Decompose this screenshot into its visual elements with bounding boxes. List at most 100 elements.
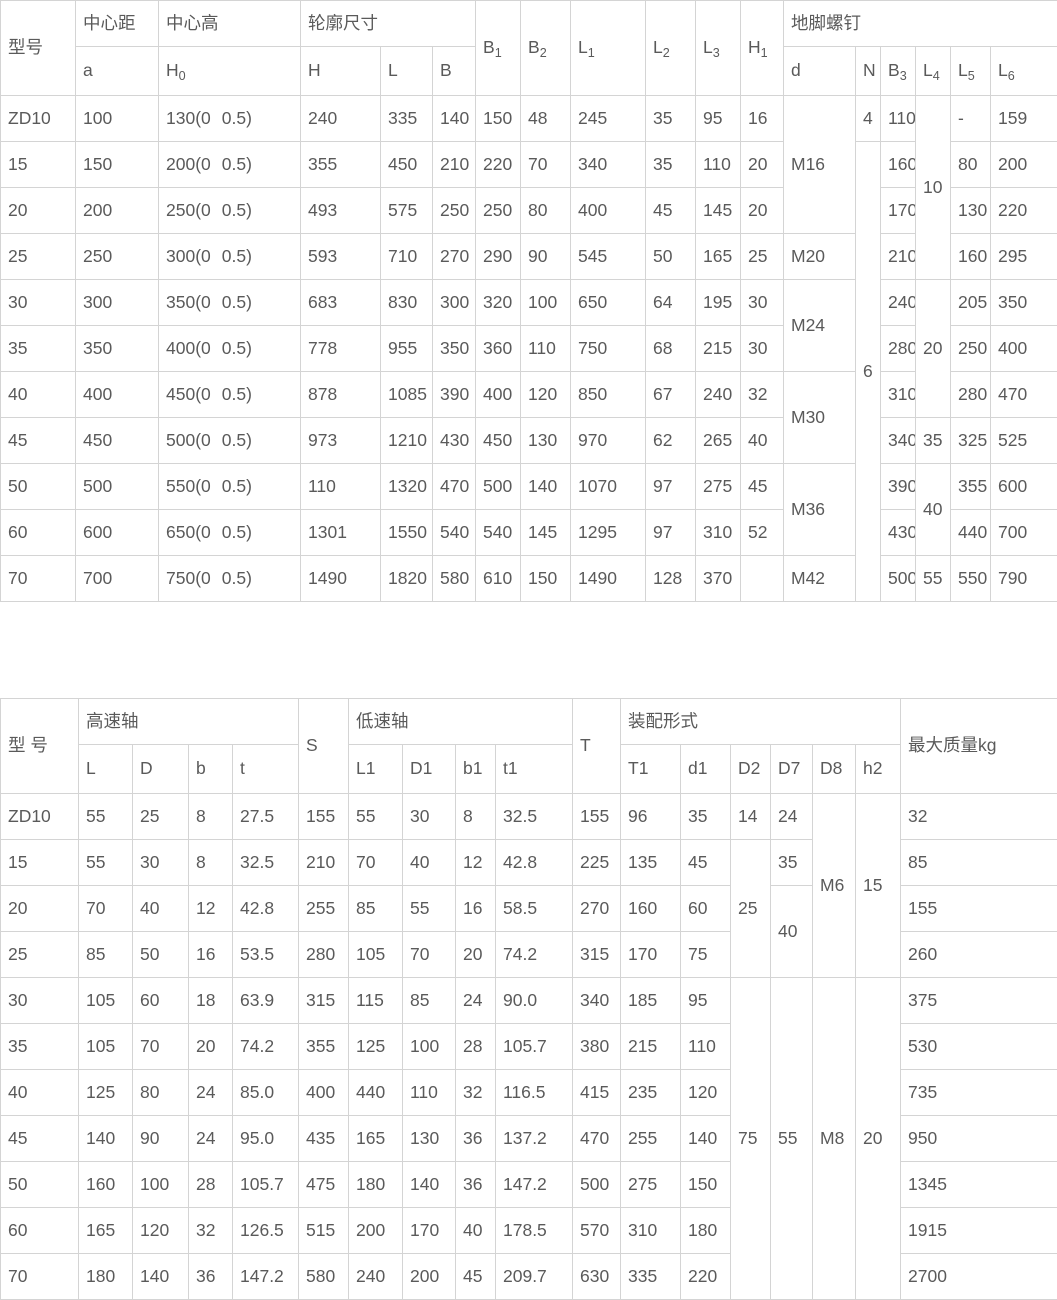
subscript: 5 bbox=[967, 68, 975, 83]
cell-L4: 35 bbox=[915, 417, 951, 464]
cell-t: 95.0 bbox=[232, 1115, 299, 1162]
th1-center_height: 中心高 bbox=[158, 0, 301, 47]
th2-N: N bbox=[855, 46, 881, 96]
cell-B1: 400 bbox=[475, 371, 521, 418]
cell-B3: 160 bbox=[880, 141, 916, 188]
th1-B1: B1 bbox=[475, 0, 521, 96]
table-row: 45 140 90 24 95.0 435 165 130 36 137.2 470 255 140 95… bbox=[0, 1115, 1057, 1162]
th2-B: B bbox=[432, 46, 476, 96]
cell-D: 100 bbox=[132, 1161, 189, 1208]
cell-L5: 130 bbox=[950, 187, 991, 234]
cell-L3: 95 bbox=[695, 95, 741, 142]
cell-model: 60 bbox=[0, 1207, 79, 1254]
cell-B3: 280 bbox=[880, 325, 916, 372]
cell-D: 50 bbox=[132, 931, 189, 978]
cell-t1: 32.5 bbox=[495, 793, 573, 840]
th1-low_speed_shaft: 低速轴 bbox=[348, 698, 573, 745]
cell-model: 50 bbox=[0, 1161, 79, 1208]
table-row: 15 150 200(0 0.5) 355 450 210 220 70 340 35 110 20 6 1… bbox=[0, 141, 1057, 602]
cell-b1: 45 bbox=[455, 1253, 496, 1300]
cell-L: 1550 bbox=[380, 509, 433, 556]
cell-L: 160 bbox=[78, 1161, 133, 1208]
cell-t: 126.5 bbox=[232, 1207, 299, 1254]
cell-L3: 195 bbox=[695, 279, 741, 326]
cell-L: 85 bbox=[78, 931, 133, 978]
cell-L1: 55 bbox=[348, 793, 403, 840]
cell-H0: 500(0 0.5) bbox=[158, 417, 301, 464]
cell-B2: 130 bbox=[520, 417, 571, 464]
cell-D8: M6 bbox=[812, 793, 856, 978]
cell-D2: 25 bbox=[730, 839, 771, 978]
cell-B1: 250 bbox=[475, 187, 521, 234]
cell-L5: 355 bbox=[950, 463, 991, 510]
cell-D1: 170 bbox=[402, 1207, 456, 1254]
th2-a: a bbox=[75, 46, 159, 96]
cell-L3: 265 bbox=[695, 417, 741, 464]
cell-T: 340 bbox=[572, 977, 621, 1024]
cell-model: 40 bbox=[0, 371, 76, 418]
cell-a: 200 bbox=[75, 187, 159, 234]
cell-L6: 600 bbox=[990, 463, 1057, 510]
cell-max-mass: 2700 bbox=[900, 1253, 1057, 1300]
cell-D2: 75 bbox=[730, 977, 771, 1300]
cell-model: 50 bbox=[0, 463, 76, 510]
subscript: 6 bbox=[1007, 68, 1015, 83]
cell-H0: 750(0 0.5) bbox=[158, 555, 301, 602]
cell-t1: 90.0 bbox=[495, 977, 573, 1024]
cell-T: 155 bbox=[572, 793, 621, 840]
cell-L2: 97 bbox=[645, 509, 696, 556]
cell-L: 125 bbox=[78, 1069, 133, 1116]
th2-L4: L4 bbox=[915, 46, 951, 96]
cell-L1: 115 bbox=[348, 977, 403, 1024]
cell-S: 475 bbox=[298, 1161, 349, 1208]
cell-B3: 210 bbox=[880, 233, 916, 280]
table-row: 30 300 350(0 0.5) 683 830 300 320 100 650 64 195 30 M… bbox=[0, 279, 1057, 418]
cell-model: 20 bbox=[0, 187, 76, 234]
cell-H: 355 bbox=[300, 141, 381, 188]
cell-T1: 96 bbox=[620, 793, 681, 840]
cell-B1: 500 bbox=[475, 463, 521, 510]
th1-outline_dimensions: 轮廓尺寸 bbox=[300, 0, 476, 47]
cell-max-mass: 1915 bbox=[900, 1207, 1057, 1254]
cell-H1: 30 bbox=[740, 279, 784, 326]
cell-H0: 250(0 0.5) bbox=[158, 187, 301, 234]
cell-D: 140 bbox=[132, 1253, 189, 1300]
cell-L2: 45 bbox=[645, 187, 696, 234]
table-row: 70 180 140 36 147.2 580 240 200 45 209.7 630 335 220… bbox=[0, 1253, 1057, 1300]
cell-H: 973 bbox=[300, 417, 381, 464]
th1-high_speed_shaft: 高速轴 bbox=[78, 698, 299, 745]
cell-L4: 20 bbox=[915, 279, 951, 418]
table-row: 35 350 400(0 0.5) 778 955 350 360 110 750 68 215 30 2… bbox=[0, 325, 1057, 372]
cell-L3: 165 bbox=[695, 233, 741, 280]
subscript: 0 bbox=[178, 68, 186, 83]
table-row: 50 160 100 28 105.7 475 180 140 36 147.2 500 275 150… bbox=[0, 1161, 1057, 1208]
cell-a: 450 bbox=[75, 417, 159, 464]
cell-b1: 36 bbox=[455, 1115, 496, 1162]
table-row: ZD10 55 25 8 27.5 155 55 30 8 32.5 155 96 35 14 24 M6 15… bbox=[0, 793, 1057, 978]
cell-L5: 280 bbox=[950, 371, 991, 418]
cell-T1: 185 bbox=[620, 977, 681, 1024]
cell-model: 20 bbox=[0, 885, 79, 932]
cell-L1: 545 bbox=[570, 233, 646, 280]
table-row: 40 125 80 24 85.0 400 440 110 32 116.5 415 235 120 73… bbox=[0, 1069, 1057, 1116]
cell-max-mass: 735 bbox=[900, 1069, 1057, 1116]
cell-model: 40 bbox=[0, 1069, 79, 1116]
th1-anchor_bolt: 地脚螺钉 bbox=[783, 0, 1057, 47]
cell-B2: 100 bbox=[520, 279, 571, 326]
cell-H0: 300(0 0.5) bbox=[158, 233, 301, 280]
table-row: 15 55 30 8 32.5 210 70 40 12 42.8 225 135 45 25 35 85 bbox=[0, 839, 1057, 978]
cell-L4: 55 bbox=[915, 555, 951, 602]
cell-d1: 140 bbox=[680, 1115, 731, 1162]
cell-T: 415 bbox=[572, 1069, 621, 1116]
cell-L3: 110 bbox=[695, 141, 741, 188]
cell-model: 15 bbox=[0, 141, 76, 188]
cell-t1: 74.2 bbox=[495, 931, 573, 978]
cell-t: 42.8 bbox=[232, 885, 299, 932]
table-header-row-1: 型 号高速轴 S 低速轴 T 装配形式 最大质量kg bbox=[0, 698, 1057, 794]
cell-S: 280 bbox=[298, 931, 349, 978]
cell-L3: 240 bbox=[695, 371, 741, 418]
cell-t1: 116.5 bbox=[495, 1069, 573, 1116]
cell-a: 350 bbox=[75, 325, 159, 372]
